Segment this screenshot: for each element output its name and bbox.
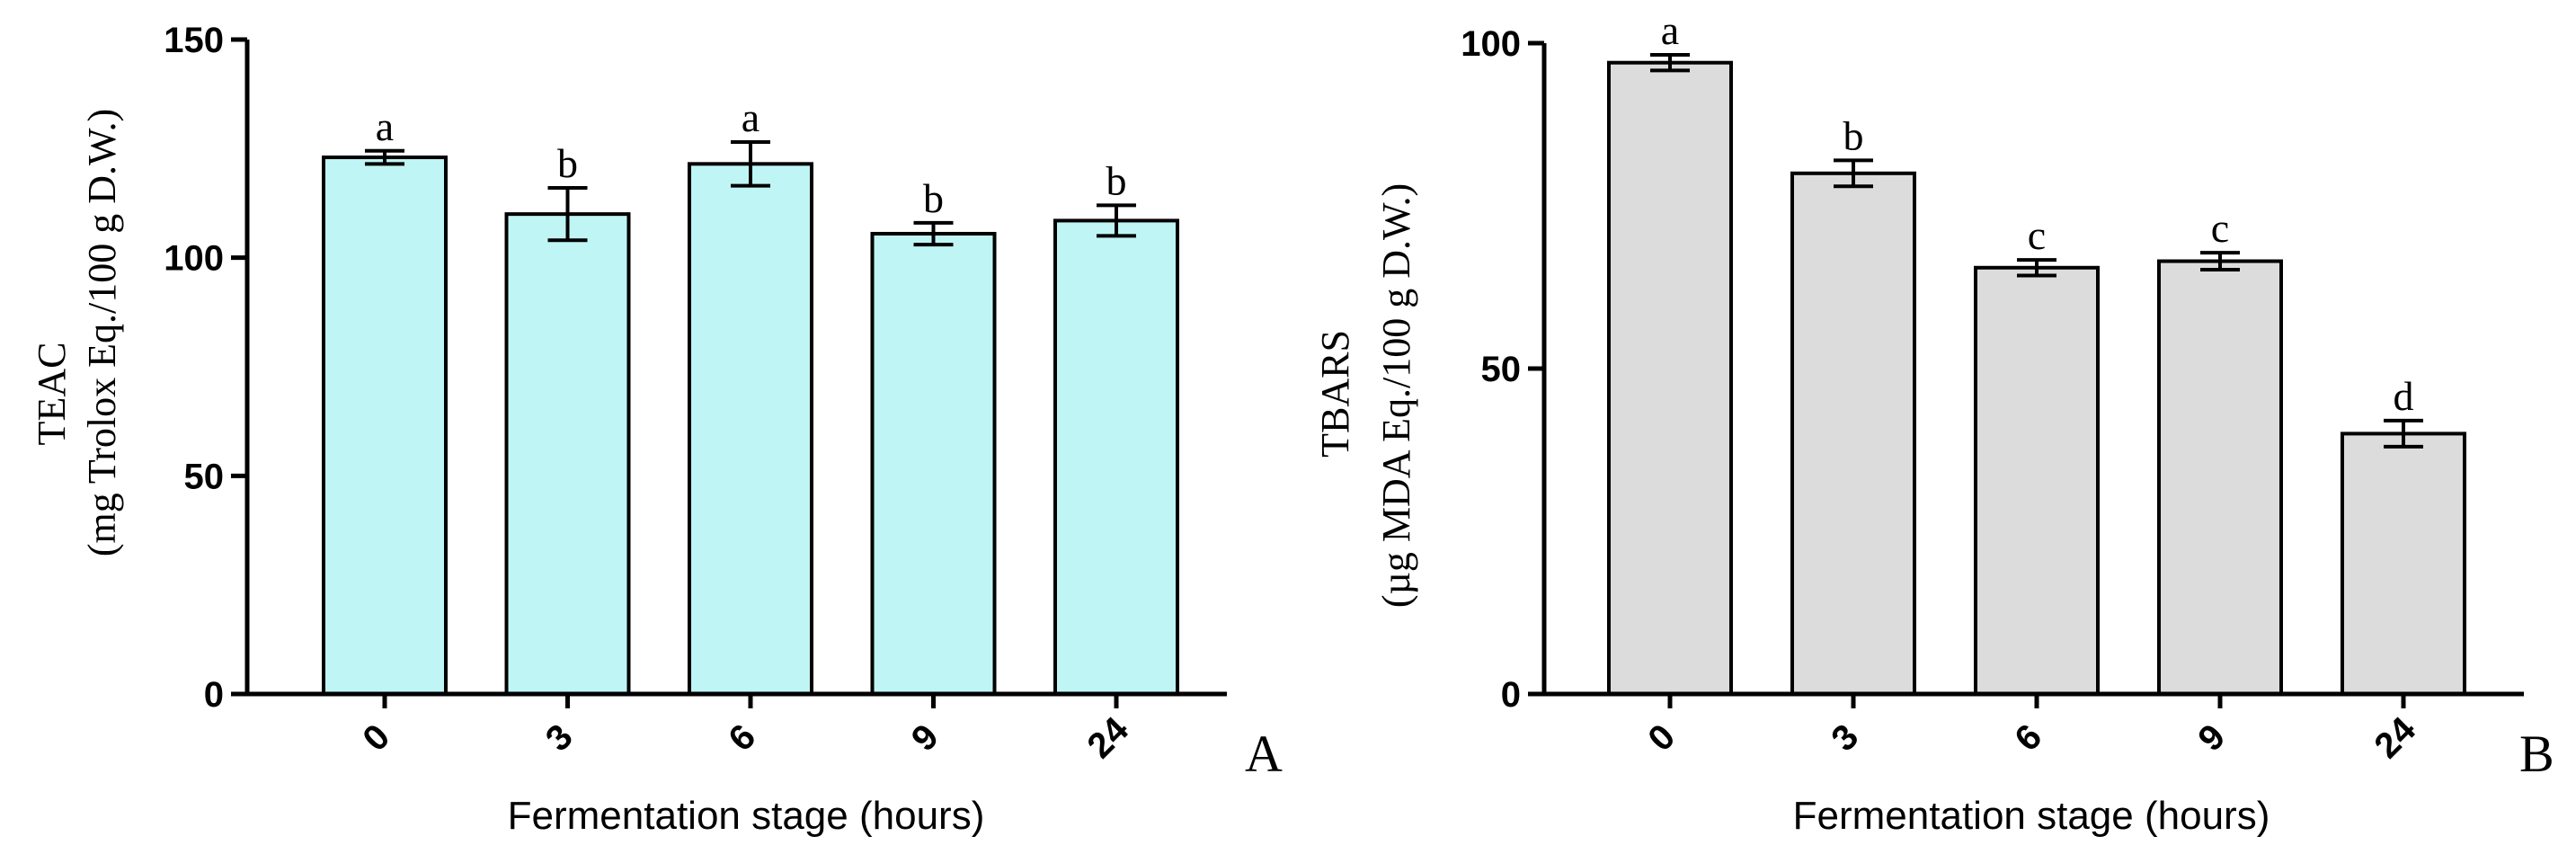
significance-letter: a [742, 94, 759, 140]
significance-letter: c [2028, 212, 2046, 258]
error-bar [1650, 53, 1690, 73]
panel-tag: B [2519, 725, 2554, 783]
panel-tag: A [1245, 725, 1283, 783]
error-bar [2384, 418, 2423, 449]
bar [1790, 171, 1916, 697]
error-bar [365, 148, 404, 166]
error-bar [2200, 251, 2240, 271]
bar [688, 162, 813, 696]
x-tick-label: 24 [2367, 709, 2424, 766]
bar [1607, 60, 1733, 697]
x-tick-label: 6 [2007, 716, 2049, 759]
significance-letter: c [2211, 205, 2229, 251]
error-bar [1097, 203, 1136, 238]
y-tick-label: 50 [184, 457, 225, 496]
panel-a: TEAC (mg Trolox Eq./100 g D.W.) Fermenta… [30, 21, 1283, 838]
bar [870, 231, 997, 696]
error-bar [2017, 258, 2056, 278]
x-tick-label: 3 [538, 716, 581, 759]
y-tick-label: 0 [1501, 675, 1521, 715]
y-axis-label-line2: (mg Trolox Eq./100 g D.W.) [80, 109, 124, 556]
x-tick-label: 0 [355, 716, 397, 759]
y-tick-label: 50 [1481, 350, 1522, 389]
y-axis-label-line2: (µg MDA Eq./100 g D.W.) [1374, 183, 1418, 608]
error-bar [731, 140, 770, 188]
significance-letter: b [1106, 157, 1127, 203]
significance-letter: b [557, 140, 578, 186]
significance-letter: b [1843, 112, 1864, 158]
error-bar [1834, 158, 1873, 189]
bar [504, 212, 631, 696]
y-axis-label: TEAC (mg Trolox Eq./100 g D.W.) [30, 109, 124, 556]
x-axis-label: Fermentation stage (hours) [508, 794, 985, 838]
y-tick-label: 100 [1461, 24, 1521, 64]
y-axis-label-line1: TBARS [1313, 330, 1357, 458]
significance-letter: a [376, 103, 394, 149]
x-axis-label: Fermentation stage (hours) [1793, 794, 2270, 838]
significance-letter: b [923, 175, 944, 221]
x-tick-label: 9 [904, 716, 946, 759]
y-axis-label-line1: TEAC [30, 342, 74, 446]
bar [1053, 218, 1179, 696]
y-tick-label: 150 [164, 21, 224, 60]
x-tick-label: 0 [1640, 716, 1683, 759]
error-bar [913, 220, 954, 247]
bar [322, 156, 448, 697]
y-tick-label: 0 [204, 675, 224, 715]
y-tick-label: 100 [164, 239, 224, 279]
x-tick-label: 9 [2190, 716, 2233, 759]
x-tick-label: 24 [1080, 709, 1137, 766]
y-axis-label: TBARS (µg MDA Eq./100 g D.W.) [1313, 183, 1418, 608]
bar [1974, 265, 2100, 696]
x-tick-label: 6 [721, 716, 763, 759]
significance-letter: d [2394, 373, 2414, 419]
bar [2341, 431, 2466, 696]
significance-letter: a [1661, 7, 1679, 53]
bar [2157, 259, 2283, 696]
x-tick-label: 3 [1824, 716, 1866, 759]
panel-b: TBARS (µg MDA Eq./100 g D.W.) Fermentati… [1313, 7, 2554, 838]
error-bar [547, 186, 588, 243]
